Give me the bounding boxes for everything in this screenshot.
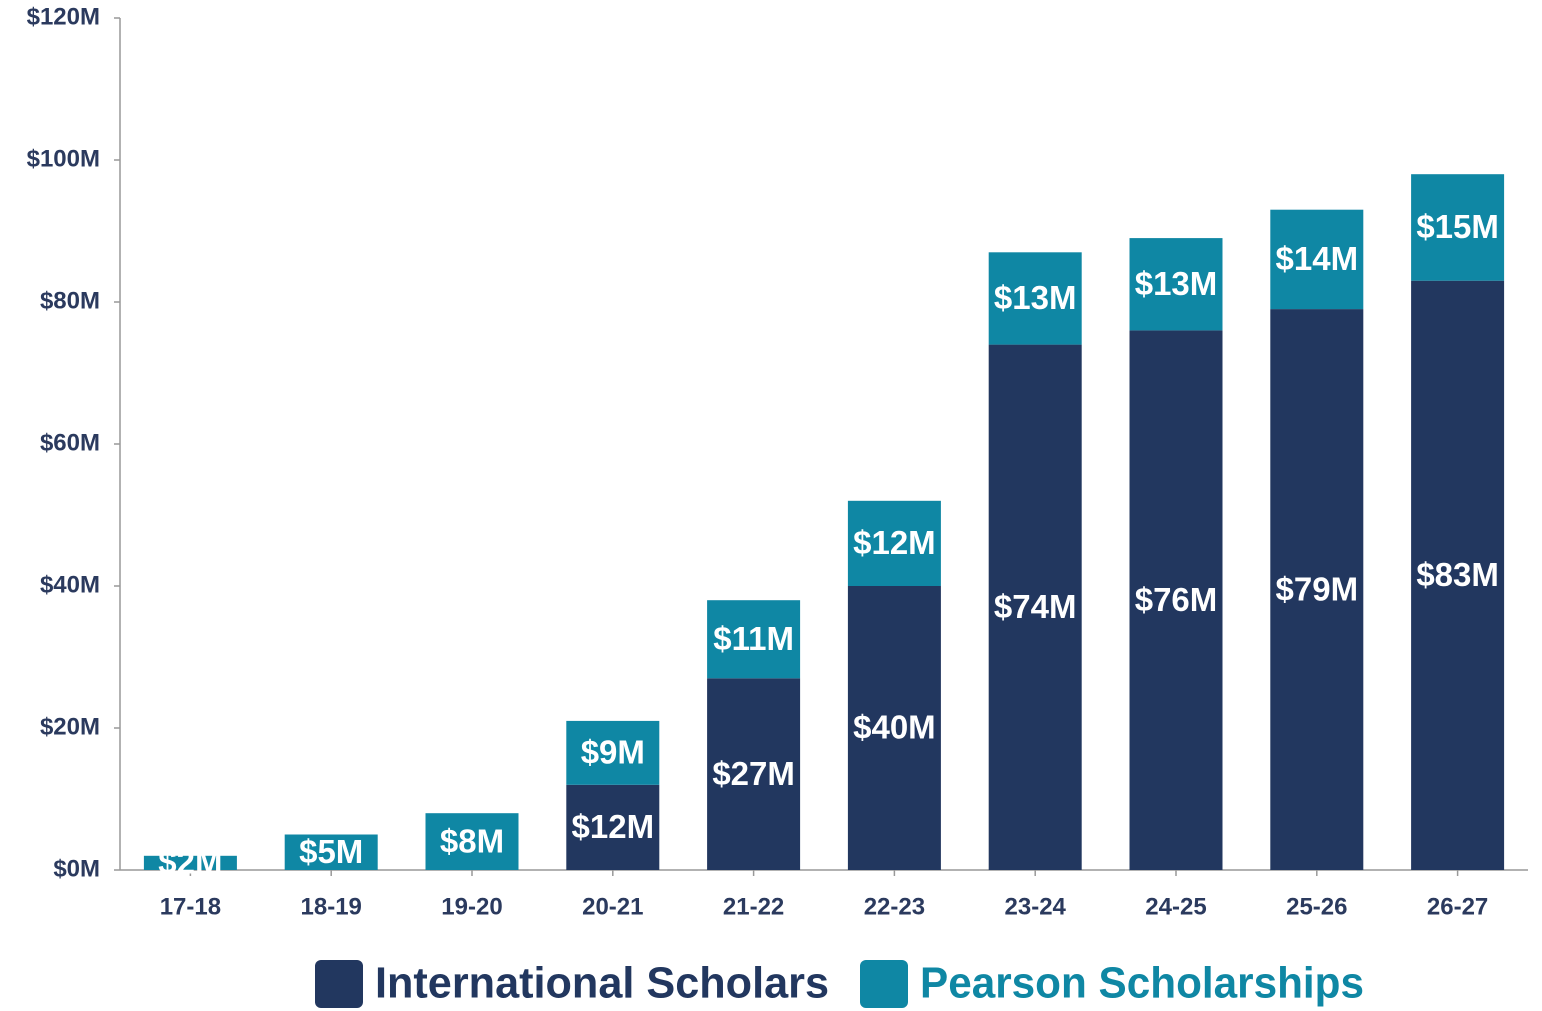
legend-swatch (315, 960, 363, 1008)
bar-segment (847, 500, 941, 586)
data-label: $27M (712, 755, 795, 792)
x-tick-label: 18-19 (301, 893, 362, 920)
bar-segment (988, 252, 1082, 345)
data-label: $79M (1276, 570, 1359, 607)
bar-segment (1411, 174, 1505, 281)
data-label: $13M (1135, 265, 1218, 302)
y-tick-label: $120M (27, 3, 100, 30)
x-tick-label: 19-20 (441, 893, 502, 920)
x-tick-label: 25-26 (1286, 893, 1347, 920)
y-tick-label: $0M (53, 855, 100, 882)
y-tick-label: $20M (40, 713, 100, 740)
bar-segment (566, 720, 660, 785)
y-tick-label: $60M (40, 429, 100, 456)
data-label: $76M (1135, 581, 1218, 618)
legend-label: Pearson Scholarships (920, 959, 1364, 1008)
data-label: $74M (994, 588, 1077, 625)
bar-segment (847, 586, 941, 870)
data-label: $5M (299, 833, 363, 870)
legend-label: International Scholars (375, 959, 829, 1008)
bar-segment (1270, 209, 1364, 310)
bar-segment (143, 855, 237, 870)
x-tick-label: 21-22 (723, 893, 784, 920)
data-label: $2M (158, 844, 222, 881)
bar-segment (284, 834, 378, 870)
data-label: $12M (572, 808, 655, 845)
data-label: $83M (1416, 556, 1499, 593)
bar-segment (425, 813, 519, 870)
x-tick-label: 23-24 (1005, 893, 1067, 920)
x-tick-label: 24-25 (1145, 893, 1206, 920)
x-tick-label: 26-27 (1427, 893, 1488, 920)
data-label: $15M (1416, 208, 1499, 245)
legend-swatch (860, 960, 908, 1008)
bar-segment (566, 784, 660, 870)
y-tick-label: $80M (40, 287, 100, 314)
y-tick-label: $40M (40, 571, 100, 598)
bar-segment (1411, 280, 1505, 870)
data-label: $14M (1276, 240, 1359, 277)
bar-segment (988, 344, 1082, 871)
data-label: $9M (581, 734, 645, 771)
y-tick-label: $100M (27, 145, 100, 172)
data-label: $40M (853, 709, 936, 746)
x-tick-label: 20-21 (582, 893, 643, 920)
bar-segment (1270, 309, 1364, 871)
x-tick-label: 17-18 (160, 893, 221, 920)
data-label: $11M (713, 620, 794, 657)
bar-segment (1129, 238, 1223, 331)
data-label: $12M (853, 524, 936, 561)
x-tick-label: 22-23 (864, 893, 925, 920)
bar-segment (707, 678, 801, 870)
bar-segment (1129, 330, 1223, 870)
data-label: $8M (440, 822, 504, 859)
bar-segment (707, 600, 801, 679)
data-label: $13M (994, 279, 1077, 316)
